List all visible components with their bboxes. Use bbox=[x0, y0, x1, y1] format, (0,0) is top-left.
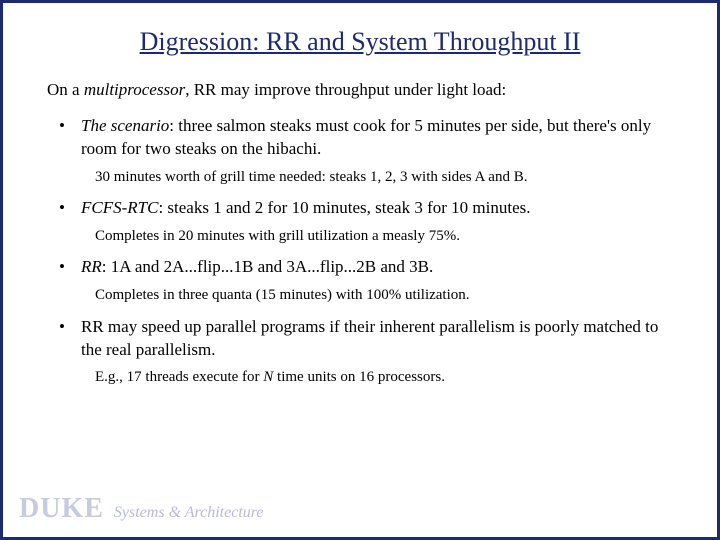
list-item: RR: 1A and 2A...flip...1B and 3A...flip.… bbox=[81, 256, 673, 305]
lead-line: On a multiprocessor, RR may improve thro… bbox=[47, 79, 673, 101]
bullet-rest: : 1A and 2A...flip...1B and 3A...flip...… bbox=[102, 257, 433, 276]
slide-frame: Digression: RR and System Throughput II … bbox=[0, 0, 720, 540]
lead-post: , RR may improve throughput under light … bbox=[185, 80, 506, 99]
bullet-em: RR bbox=[81, 257, 102, 276]
bullet-rest: : steaks 1 and 2 for 10 minutes, steak 3… bbox=[158, 198, 530, 217]
footer-sysarch: Systems & Architecture bbox=[114, 504, 264, 522]
bullet-sub: E.g., 17 threads execute for N time unit… bbox=[95, 367, 673, 387]
lead-em: multiprocessor bbox=[84, 80, 185, 99]
list-item: FCFS-RTC: steaks 1 and 2 for 10 minutes,… bbox=[81, 197, 673, 246]
bullet-em: FCFS-RTC bbox=[81, 198, 158, 217]
footer-duke-logo: DUKE bbox=[19, 493, 104, 525]
list-item: RR may speed up parallel programs if the… bbox=[81, 316, 673, 388]
sub-post: time units on 16 processors. bbox=[273, 369, 445, 385]
bullet-em: The scenario bbox=[81, 116, 169, 135]
sub-em: N bbox=[263, 369, 273, 385]
lead-pre: On a bbox=[47, 80, 84, 99]
bullet-text: RR may speed up parallel programs if the… bbox=[81, 317, 658, 359]
bullet-list: The scenario: three salmon steaks must c… bbox=[47, 115, 673, 388]
footer: DUKE Systems & Architecture bbox=[19, 493, 264, 525]
list-item: The scenario: three salmon steaks must c… bbox=[81, 115, 673, 187]
bullet-sub: Completes in 20 minutes with grill utili… bbox=[95, 226, 673, 246]
bullet-sub: 30 minutes worth of grill time needed: s… bbox=[95, 167, 673, 187]
bullet-sub: Completes in three quanta (15 minutes) w… bbox=[95, 285, 673, 305]
sub-pre: E.g., 17 threads execute for bbox=[95, 369, 263, 385]
slide-title: Digression: RR and System Throughput II bbox=[47, 27, 673, 57]
